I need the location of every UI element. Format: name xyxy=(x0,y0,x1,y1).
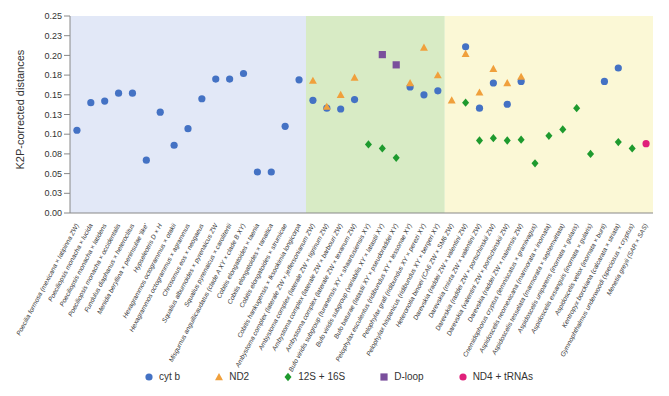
svg-text:Bufo viridis subgroup (turanen: Bufo viridis subgroup (turanensis XY × s… xyxy=(286,222,372,373)
svg-text:Ambystoma complex (laterale ZW: Ambystoma complex (laterale ZW × tigrinu… xyxy=(256,222,330,351)
svg-text:Squalius alburnoides × pyrenai: Squalius alburnoides × pyrenaicus ZW xyxy=(160,221,220,324)
html-text:D-loop: D-loop xyxy=(394,371,424,382)
svg-text:0.25: 0.25 xyxy=(44,11,62,21)
svg-text:Kentropyx borckiana (calcarata: Kentropyx borckiana (calcarata × striata… xyxy=(560,222,622,329)
svg-text:Heteronotia binoei (CA6 ZW × S: Heteronotia binoei (CA6 ZW × SM6 ZW) xyxy=(393,222,455,329)
svg-text:Misgurnus anguillicaudatus (cl: Misgurnus anguillicaudatus (clade A XY ×… xyxy=(167,222,247,363)
svg-text:Darevskia (mixta ZW × valentin: Darevskia (mixta ZW × valentini ZW) xyxy=(426,222,483,319)
svg-text:Bufo baturae (latastii XY × ps: Bufo baturae (latastii XY × pseudoraddei… xyxy=(332,222,400,340)
svg-text:Cobitis elongatoides × taenia: Cobitis elongatoides × taenia xyxy=(214,222,261,300)
svg-text:Ambystoma complex (laterale ZW: Ambystoma complex (laterale ZW × barbour… xyxy=(270,222,344,352)
svg-text:Hexagrammos octogrammus × agra: Hexagrammos octogrammus × agrammus xyxy=(127,222,191,333)
svg-text:Darevskia (raddei ZW × valenti: Darevskia (raddei ZW × valentini ZW) xyxy=(411,222,469,322)
svg-text:Aspidoscelis tesselata (marmor: Aspidoscelis tesselata (marmorata × sept… xyxy=(490,222,566,356)
svg-text:0.00: 0.00 xyxy=(44,208,62,218)
svg-text:Hypseleotris D × H: Hypseleotris D × H xyxy=(131,222,164,274)
svg-text:0.10: 0.10 xyxy=(44,129,62,139)
svg-text:Squalius pyrenaicus × carolite: Squalius pyrenaicus × carolitertii xyxy=(182,222,233,308)
svg-text:0.18: 0.18 xyxy=(44,70,62,80)
html-text:12S + 16S: 12S + 16S xyxy=(298,371,346,382)
svg-text:Menetia greyii (SAR × SAS): Menetia greyii (SAR × SAS) xyxy=(605,222,650,297)
svg-text:Ambystoma complex (laterale ZW: Ambystoma complex (laterale ZW × texanum… xyxy=(283,222,358,353)
svg-text:Pelophylax esculentus (ridibun: Pelophylax esculentus (ridibundus XY × l… xyxy=(334,222,413,363)
svg-text:Gymnophthalmus underwoodi (spe: Gymnophthalmus underwoodi (speciosus × c… xyxy=(559,222,636,358)
html-text:cyt b: cyt b xyxy=(159,371,181,382)
svg-text:Hexagrammos octogrammus × otak: Hexagrammos octogrammus × otakii xyxy=(121,222,177,320)
svg-text:Aspidoscelis velox (inornata ×: Aspidoscelis velox (inornata × burti) xyxy=(552,222,608,317)
svg-text:0.13: 0.13 xyxy=(44,110,62,120)
html-text:ND4 + tRNAs: ND4 + tRNAs xyxy=(472,371,533,382)
svg-text:Bufo viridis subgroup (variabi: Bufo viridis subgroup (variabilis XY × l… xyxy=(313,222,386,349)
svg-text:0.03: 0.03 xyxy=(44,188,62,198)
svg-text:Pelophylax hispanicus (ridibun: Pelophylax hispanicus (ridibundus XY × b… xyxy=(364,222,441,357)
svg-text:Cnemidophorus cryptus (lemnisc: Cnemidophorus cryptus (lemniscatus × gra… xyxy=(461,222,538,359)
svg-text:Chrosomus eos × neogaeus: Chrosomus eos × neogaeus xyxy=(160,222,205,298)
svg-text:Cobitis hankugensis × Iksookim: Cobitis hankugensis × Iksookimia longico… xyxy=(235,222,302,339)
svg-text:Darevskia (raddei ZW × portsch: Darevskia (raddei ZW × portschinskii ZW) xyxy=(433,222,497,332)
svg-text:0.23: 0.23 xyxy=(44,31,62,41)
svg-text:Aspidoscelis uniparens (inorna: Aspidoscelis uniparens (inornata × gular… xyxy=(515,222,580,334)
svg-text:0.15: 0.15 xyxy=(44,90,62,100)
svg-text:0.08: 0.08 xyxy=(44,149,62,159)
svg-text:Poeciliopsis monacha × occiden: Poeciliopsis monacha × occidentalis xyxy=(66,222,122,318)
svg-text:Pelophylax grafi (ridibundus X: Pelophylax grafi (ridibundus XY × perezi… xyxy=(360,222,427,339)
svg-text:0.05: 0.05 xyxy=(44,169,62,179)
svg-text:Darevskia (valentini ZW × port: Darevskia (valentini ZW × portschinskii … xyxy=(444,222,511,337)
svg-text:Aspidoscelis exsanguis (inorna: Aspidoscelis exsanguis (inornata × gular… xyxy=(529,222,594,335)
svg-text:Cobitis elongatoides × tanaiti: Cobitis elongatoides × tanaitica xyxy=(225,222,275,306)
html-text:ND2: ND2 xyxy=(229,371,250,382)
svg-text:Aspidoscelis neomexicana (marm: Aspidoscelis neomexicana (marmorata × in… xyxy=(477,222,552,354)
svg-text:Cobitis elongatoides × strumic: Cobitis elongatoides × strumicae xyxy=(237,222,288,309)
svg-text:Poeciliopsis monacha × latiden: Poeciliopsis monacha × latidens xyxy=(57,222,108,308)
svg-text:Darevskia (raddei ZW × nairens: Darevskia (raddei ZW × nairensis ZW) xyxy=(466,222,524,323)
svg-text:K2P-corrected distances: K2P-corrected distances xyxy=(14,49,26,169)
svg-text:Fundulus diaphanus × heterocli: Fundulus diaphanus × heteroclitus xyxy=(82,222,136,314)
svg-text:Ambystoma complex (laterale ZW: Ambystoma complex (laterale ZW × jeffers… xyxy=(233,222,316,369)
svg-text:Poeciliopsis monacha × lucida: Poeciliopsis monacha × lucida xyxy=(46,222,94,303)
svg-text:Poecilia formosa (mexicana × l: Poecilia formosa (mexicana × latipinna Z… xyxy=(14,222,80,337)
svg-text:Menidia beryllina × peninsulae: Menidia beryllina × peninsulae 'like' xyxy=(95,222,150,316)
svg-text:0.20: 0.20 xyxy=(44,51,62,61)
